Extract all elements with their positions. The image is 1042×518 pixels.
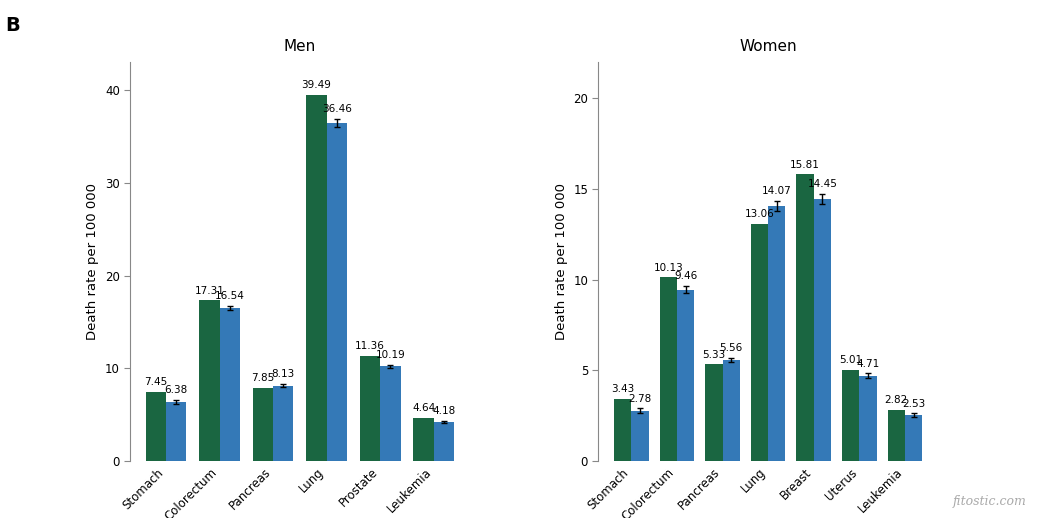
Text: 10.13: 10.13 — [653, 263, 684, 272]
Text: 7.85: 7.85 — [251, 373, 275, 383]
Bar — [722, 360, 740, 461]
Text: 8.13: 8.13 — [272, 369, 295, 379]
Title: Women: Women — [740, 39, 797, 54]
Text: 2.78: 2.78 — [628, 394, 651, 404]
Text: 9.46: 9.46 — [674, 271, 697, 281]
Text: 2.82: 2.82 — [885, 395, 908, 405]
Bar — [359, 356, 380, 461]
Text: fitostic.com: fitostic.com — [952, 495, 1026, 508]
Bar — [220, 308, 240, 461]
Bar — [842, 370, 860, 461]
Text: 4.64: 4.64 — [412, 403, 436, 413]
Bar — [860, 376, 876, 461]
Text: 14.45: 14.45 — [808, 179, 838, 189]
Bar — [433, 422, 454, 461]
Text: 5.56: 5.56 — [720, 343, 743, 353]
Bar — [380, 367, 400, 461]
Bar — [614, 399, 631, 461]
Bar — [146, 392, 166, 461]
Bar — [888, 410, 905, 461]
Text: 10.19: 10.19 — [375, 350, 405, 360]
Bar — [768, 206, 786, 461]
Text: 4.18: 4.18 — [432, 406, 455, 416]
Text: 7.45: 7.45 — [144, 377, 168, 387]
Bar — [705, 364, 722, 461]
Text: 13.06: 13.06 — [745, 209, 774, 220]
Bar — [751, 224, 768, 461]
Bar — [631, 411, 648, 461]
Text: 2.53: 2.53 — [902, 398, 925, 409]
Text: B: B — [5, 16, 20, 35]
Text: 5.33: 5.33 — [702, 350, 725, 359]
Bar — [905, 415, 922, 461]
Text: 36.46: 36.46 — [322, 104, 352, 114]
Y-axis label: Death rate per 100 000: Death rate per 100 000 — [554, 183, 568, 340]
Title: Men: Men — [283, 39, 316, 54]
Text: 15.81: 15.81 — [790, 160, 820, 169]
Bar — [273, 385, 294, 461]
Text: 39.49: 39.49 — [301, 80, 331, 90]
Text: 17.31: 17.31 — [195, 285, 224, 296]
Text: 11.36: 11.36 — [355, 341, 384, 351]
Bar — [677, 290, 694, 461]
Bar — [796, 175, 814, 461]
Text: 3.43: 3.43 — [611, 384, 635, 394]
Bar — [306, 95, 327, 461]
Bar — [253, 388, 273, 461]
Bar — [166, 402, 187, 461]
Text: 4.71: 4.71 — [857, 358, 879, 369]
Text: 6.38: 6.38 — [165, 385, 188, 395]
Y-axis label: Death rate per 100 000: Death rate per 100 000 — [86, 183, 99, 340]
Text: 16.54: 16.54 — [215, 291, 245, 301]
Bar — [814, 199, 832, 461]
Bar — [327, 123, 347, 461]
Bar — [199, 300, 220, 461]
Text: 14.07: 14.07 — [762, 186, 792, 196]
Bar — [414, 418, 433, 461]
Bar — [660, 277, 677, 461]
Text: 5.01: 5.01 — [839, 355, 863, 365]
